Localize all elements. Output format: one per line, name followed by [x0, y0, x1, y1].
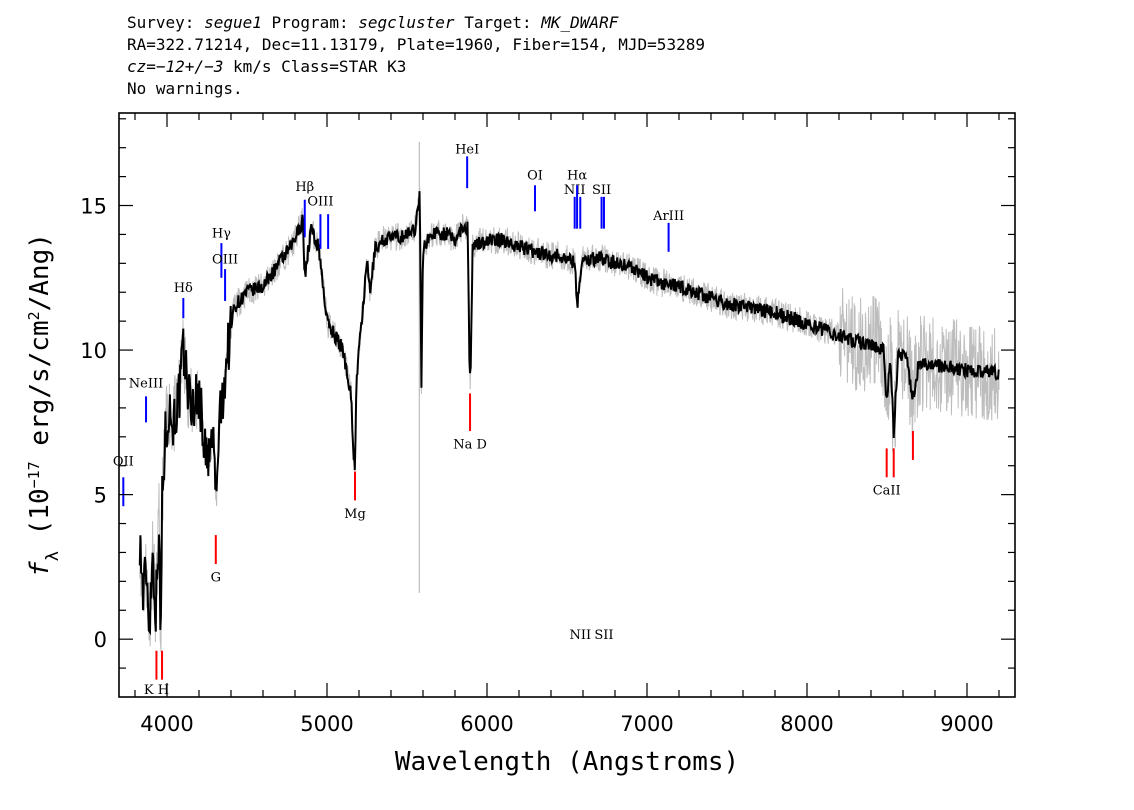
- emission-line-label: OI: [527, 168, 543, 183]
- x-axis-title: Wavelength (Angstroms): [395, 747, 739, 777]
- class-value: Class=STAR K3: [271, 57, 407, 76]
- absorption-line-label: Na D: [453, 437, 487, 452]
- emission-line-label: OIII: [307, 195, 333, 210]
- y-tick-label: 10: [80, 339, 107, 363]
- emission-line-label: Hδ: [174, 281, 193, 296]
- program-label: Program:: [271, 13, 349, 32]
- survey-label: Survey:: [127, 13, 195, 32]
- emission-line-label: OIII: [212, 252, 238, 267]
- model-flux-line: [138, 191, 1000, 636]
- header-line-warnings: No warnings.: [127, 79, 243, 98]
- x-tick-label: 8000: [780, 712, 833, 736]
- emission-line-label: NeIII: [129, 377, 163, 392]
- x-tick-label: 5000: [300, 712, 353, 736]
- redshift-value: cz=−12+/−3: [127, 57, 224, 76]
- y-tick-label: 15: [80, 195, 107, 219]
- emission-line-label: Hγ: [212, 226, 231, 241]
- program-value: segcluster: [358, 13, 455, 32]
- emission-line-label: ArIII: [652, 209, 684, 224]
- absorption-line-label: Mg: [344, 507, 366, 522]
- survey-value: segue1: [204, 13, 262, 32]
- y-axis-title-text: fλ (10−17 erg/s/cm2/Ang): [25, 233, 63, 577]
- emission-line-label: Hα: [567, 168, 587, 183]
- observed-flux-layer: [139, 141, 1000, 653]
- y-tick-label: 0: [94, 628, 107, 652]
- absorption-line-label: G: [211, 570, 221, 585]
- emission-line-label: OII: [113, 455, 134, 470]
- absorption-line-label: CaII: [873, 484, 901, 499]
- spectral-line-markers: OIINeIIIHδHγOIIIHβOIIIHeIOINIIHαNIISIISI…: [113, 142, 914, 698]
- spectrum-header: Survey: segue1 Program: segcluster Targe…: [127, 12, 705, 100]
- header-line-redshift: cz=−12+/−3 km/s Class=STAR K3: [127, 56, 705, 78]
- absorption-line-label: K H: [144, 683, 169, 698]
- emission-line-label: NII: [569, 628, 591, 643]
- x-tick-label: 9000: [940, 712, 993, 736]
- x-tick-label: 6000: [460, 712, 513, 736]
- x-tick-label: 7000: [620, 712, 673, 736]
- emission-line-label: NII: [564, 183, 586, 198]
- target-label: Target:: [464, 13, 532, 32]
- emission-line-label: Hβ: [295, 180, 314, 195]
- redshift-unit: km/s: [223, 57, 272, 76]
- y-axis-title: fλ (10−17 erg/s/cm2/Ang): [25, 233, 63, 577]
- y-tick-label: 5: [94, 484, 107, 508]
- emission-line-label: SII: [594, 628, 613, 643]
- header-line-coordinates: RA=322.71214, Dec=11.13179, Plate=1960, …: [127, 35, 705, 54]
- emission-line-label: SII: [592, 183, 611, 198]
- x-tick-label: 4000: [140, 712, 193, 736]
- emission-line-label: HeI: [455, 142, 479, 157]
- target-value: MK_DWARF: [541, 13, 619, 32]
- axis-ticks: 4000 5000 6000 7000 8000 9000 0 5 10 15: [80, 113, 1015, 736]
- model-flux-layer: [138, 191, 1000, 636]
- header-line-survey: Survey: segue1 Program: segcluster Targe…: [127, 12, 705, 34]
- plot-frame: [118, 112, 1016, 698]
